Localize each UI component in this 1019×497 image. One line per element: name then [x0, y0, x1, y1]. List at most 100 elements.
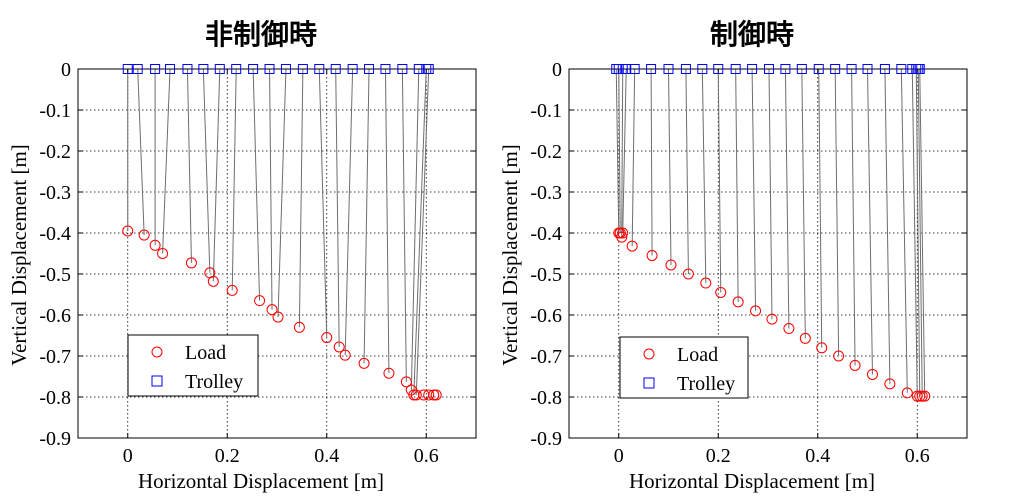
cable-line: [784, 68, 790, 329]
cable-line: [668, 68, 672, 265]
x-tick-label: 0: [123, 445, 133, 467]
cable-line: [344, 68, 354, 356]
x-tick-label: 0.4: [805, 445, 830, 467]
y-tick-label: -0.5: [530, 264, 562, 286]
cable-line: [801, 68, 806, 339]
cable-line: [618, 68, 621, 234]
cable-line: [413, 68, 427, 395]
x-tick-label: 0.2: [706, 445, 731, 467]
cable-line: [631, 68, 636, 247]
legend: Load Trolley: [619, 336, 749, 399]
load-point: [914, 390, 926, 402]
legend: Load Trolley: [127, 334, 259, 397]
trolley-point: [621, 64, 632, 74]
trolley-point: [730, 64, 741, 74]
trolley-point: [413, 64, 424, 74]
cable-line: [701, 68, 707, 284]
cable-line: [834, 68, 840, 357]
load-point: [149, 239, 161, 251]
load-point: [226, 284, 238, 296]
load-point: [185, 257, 197, 269]
load-point: [911, 390, 923, 402]
load-point: [254, 295, 266, 307]
cable-line: [252, 68, 261, 301]
load-point: [901, 387, 913, 399]
y-tick-label: -0.3: [39, 182, 71, 204]
cable-line: [318, 68, 328, 338]
chart-title: 非制御時: [205, 18, 317, 51]
cable-line: [363, 68, 370, 364]
trolley-point: [314, 64, 325, 74]
load-point: [400, 376, 412, 388]
chart-uncontrolled: 非制御時 0 -0.1 -0.2 -0.3 -0.4 -0.5 -0.6 -0.7 -0.8 -0…: [7, 18, 477, 493]
y-tick-label: -0.6: [39, 305, 71, 327]
axes-frame: [568, 68, 968, 439]
cable-line: [884, 68, 891, 384]
cable-line: [615, 68, 620, 234]
legend-trolley-marker: [151, 375, 163, 387]
cable-line: [277, 68, 287, 318]
load-point: [816, 342, 828, 354]
trolley-point: [813, 64, 824, 74]
trolley-point: [214, 64, 225, 74]
load-point: [616, 231, 628, 243]
load-point: [410, 389, 422, 401]
load-point: [272, 311, 284, 323]
trolley-point: [862, 64, 873, 74]
cable-line: [917, 68, 923, 397]
y-tick-label: 0: [61, 59, 71, 81]
load-point: [423, 389, 435, 401]
load-point: [646, 250, 658, 262]
cable-line: [717, 68, 722, 293]
axes-frame: [77, 68, 477, 439]
load-point: [884, 378, 896, 390]
y-tick-label: -0.9: [530, 428, 562, 450]
cable-line: [621, 68, 624, 238]
trolley-point: [896, 64, 907, 74]
load-point: [339, 349, 351, 361]
legend-trolley-marker: [643, 377, 655, 389]
trolley-point: [132, 64, 143, 74]
trolley-point: [914, 64, 925, 74]
load-point: [732, 296, 744, 308]
trolley-point: [198, 64, 209, 74]
x-tick-label: 0.4: [314, 445, 339, 467]
legend-load-label: Load: [677, 344, 718, 366]
load-point: [617, 227, 629, 239]
trolley-point: [713, 64, 724, 74]
legend-box: [127, 334, 259, 397]
cable-line: [915, 68, 921, 397]
cable-line: [212, 68, 221, 282]
cable-line: [622, 68, 627, 234]
load-point: [293, 321, 305, 333]
legend-load-marker: [151, 346, 163, 358]
load-point: [700, 277, 712, 289]
load-point: [799, 332, 811, 344]
x-tick-label: 0: [614, 445, 624, 467]
legend-load-marker: [643, 348, 655, 360]
load-point: [849, 359, 861, 371]
load-point: [430, 389, 442, 401]
chart-title: 制御時: [710, 18, 794, 51]
load-point: [916, 390, 928, 402]
load-point: [919, 390, 931, 402]
cable-line: [202, 68, 211, 273]
cable-line: [231, 68, 237, 291]
y-tick-label: -0.8: [530, 387, 562, 409]
trolley-point: [248, 64, 259, 74]
y-tick-label: -0.3: [530, 182, 562, 204]
load-point: [766, 313, 778, 325]
cable-line: [751, 68, 757, 311]
load-point: [783, 323, 795, 335]
trolley-point: [182, 64, 193, 74]
trolley-point: [796, 64, 807, 74]
y-tick-label: -0.8: [39, 387, 71, 409]
cable-line: [851, 68, 856, 366]
load-point: [157, 248, 169, 259]
y-axis-label: Vertical Displacement [m]: [7, 144, 31, 366]
trolley-point: [150, 64, 161, 74]
load-point: [207, 275, 219, 287]
x-tick-label: 0.6: [414, 445, 439, 467]
cable-line: [911, 68, 918, 397]
y-tick-label: -0.1: [39, 100, 71, 122]
